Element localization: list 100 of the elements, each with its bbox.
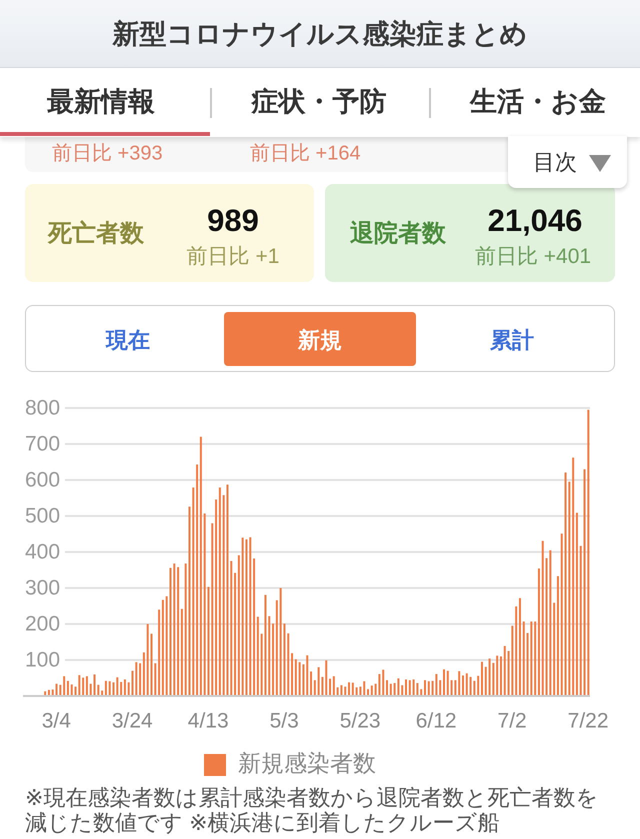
- x-tick-label: 3/24: [112, 710, 154, 732]
- bar: [97, 684, 100, 696]
- text: 死亡者数: [48, 220, 144, 248]
- bar: [218, 488, 221, 696]
- bar: [166, 596, 168, 696]
- bar: [412, 679, 415, 696]
- bar: [146, 624, 149, 696]
- bar: [538, 568, 540, 696]
- bar: [480, 662, 483, 696]
- bar: [374, 684, 377, 696]
- bar: [132, 670, 134, 696]
- bar: [188, 506, 190, 696]
- bar: [462, 675, 464, 696]
- x-tick-label: 6/12: [416, 710, 457, 732]
- bar: [135, 662, 138, 696]
- bar: [405, 679, 408, 696]
- y-tick-label: 500: [25, 504, 60, 528]
- bar: [200, 436, 202, 696]
- text: 最新情報: [47, 86, 155, 116]
- text: 前日比 +401: [474, 244, 592, 268]
- bar: [496, 656, 498, 696]
- bar: [298, 662, 301, 696]
- bar: [477, 676, 480, 696]
- bar: [70, 684, 73, 696]
- bar: [522, 621, 525, 696]
- bar: [428, 681, 430, 696]
- x-tick-label: 3/4: [42, 710, 72, 732]
- bar: [504, 646, 506, 696]
- bar: [230, 561, 232, 696]
- bar: [249, 537, 252, 696]
- bar: [549, 550, 552, 696]
- bar: [268, 616, 270, 696]
- bar: [325, 660, 328, 696]
- bar: [542, 540, 544, 696]
- bar: [256, 616, 259, 696]
- bar: [207, 586, 210, 696]
- bar: [397, 678, 400, 696]
- bar: [196, 464, 198, 696]
- bar: [556, 576, 559, 696]
- x-tick-label: 4/13: [188, 710, 229, 732]
- bar: [318, 667, 320, 696]
- bar: [352, 682, 354, 696]
- bar: [442, 669, 445, 696]
- bar: [488, 658, 491, 696]
- bar: [128, 682, 130, 696]
- text: 症状・予防: [252, 86, 386, 116]
- bar: [515, 606, 518, 696]
- bar: [363, 681, 366, 696]
- legend-label: 新規感染者数: [238, 750, 376, 776]
- bar: [435, 674, 438, 696]
- bar: [139, 663, 142, 696]
- bar: [283, 624, 286, 696]
- bar: [370, 686, 373, 696]
- bar: [348, 682, 350, 696]
- bar: [287, 633, 290, 696]
- bar: [332, 676, 335, 696]
- x-tick-label: 7/2: [498, 710, 527, 732]
- y-tick-label: 300: [25, 576, 60, 600]
- x-tick-label: 5/3: [270, 710, 299, 732]
- bar: [104, 680, 107, 696]
- bar: [518, 598, 521, 696]
- bar: [458, 671, 460, 696]
- bar: [177, 567, 180, 696]
- text: 現在: [106, 327, 150, 352]
- text: 前日比 +393: [52, 142, 163, 164]
- bar: [108, 681, 111, 696]
- bar: [82, 678, 84, 696]
- x-tick-label: 5/23: [340, 710, 381, 732]
- text: 新規: [298, 327, 342, 352]
- bar: [530, 621, 532, 696]
- text: 前日比 +164: [250, 142, 361, 164]
- y-tick-label: 800: [25, 396, 60, 420]
- bar: [534, 621, 536, 696]
- text: 生活・お金: [470, 86, 606, 116]
- bar: [432, 680, 434, 696]
- bar: [416, 683, 418, 696]
- y-tick-label: 400: [25, 540, 60, 564]
- bar: [184, 564, 187, 696]
- bar: [408, 680, 411, 696]
- y-tick-label: 700: [25, 432, 60, 456]
- bar: [394, 683, 396, 696]
- bar: [94, 674, 96, 696]
- bar: [74, 686, 77, 696]
- text: 退院者数: [350, 220, 446, 248]
- bar: [169, 568, 172, 696]
- bar: [150, 634, 152, 696]
- bar: [280, 588, 282, 696]
- bar: [120, 682, 122, 696]
- bar: [294, 659, 297, 696]
- bar: [264, 594, 266, 696]
- bar: [124, 679, 126, 696]
- text: 21,046: [488, 203, 582, 238]
- bar: [344, 686, 346, 696]
- bar: [310, 672, 312, 696]
- bar: [572, 458, 574, 696]
- bar: [158, 610, 160, 696]
- bar: [112, 682, 115, 696]
- bar: [63, 676, 66, 696]
- bar: [173, 564, 176, 696]
- bar: [382, 670, 384, 696]
